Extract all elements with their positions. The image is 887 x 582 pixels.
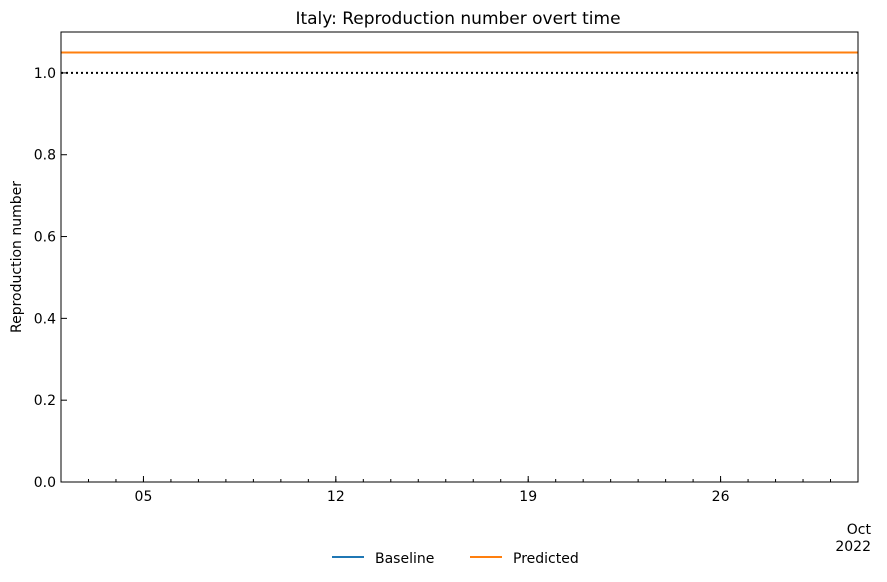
plot-frame <box>60 31 859 483</box>
legend-label: Predicted <box>513 551 579 567</box>
chart-title: Italy: Reproduction number overt time <box>295 9 620 29</box>
y-tick-label: 0.6 <box>34 230 56 246</box>
y-tick-label: 0.4 <box>34 311 56 327</box>
x-tick-label: 19 <box>519 489 537 505</box>
y-tick-label: 1.0 <box>34 66 56 82</box>
x-tick-label: 12 <box>327 489 345 505</box>
y-tick-label: 0.0 <box>34 475 56 491</box>
y-axis-label: Reproduction number <box>9 181 25 333</box>
y-tick-label: 0.2 <box>34 393 56 409</box>
legend-label: Baseline <box>375 551 434 567</box>
x-tick-label: 26 <box>712 489 730 505</box>
y-tick-label: 0.8 <box>34 148 56 164</box>
x-offset-label: Oct <box>847 522 872 538</box>
legend: Baseline Predicted <box>332 551 579 567</box>
x-tick-label: 05 <box>135 489 153 505</box>
x-offset-label: 2022 <box>835 539 871 555</box>
